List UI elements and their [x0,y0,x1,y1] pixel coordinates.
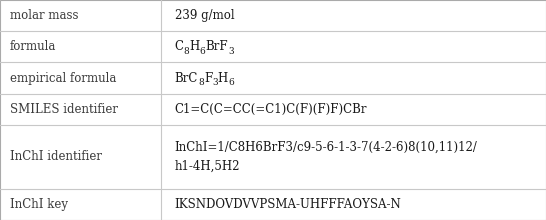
Text: molar mass: molar mass [10,9,78,22]
Text: InChI identifier: InChI identifier [10,150,102,163]
Text: 239 g/mol: 239 g/mol [175,9,234,22]
Text: 8: 8 [198,79,204,87]
Text: h1-4H,5H2: h1-4H,5H2 [175,160,240,173]
Text: 3: 3 [228,47,234,56]
Text: SMILES identifier: SMILES identifier [10,103,118,116]
Text: formula: formula [10,40,56,53]
Text: BrC: BrC [175,72,198,85]
Text: H: H [218,72,228,85]
Text: InChI key: InChI key [10,198,68,211]
Text: 3: 3 [212,79,218,87]
Text: C1=C(C=CC(=C1)C(F)(F)F)CBr: C1=C(C=CC(=C1)C(F)(F)F)CBr [175,103,367,116]
Text: 6: 6 [228,79,234,87]
Text: F: F [204,72,212,85]
Text: 8: 8 [183,47,189,56]
Text: C: C [175,40,183,53]
Text: empirical formula: empirical formula [10,72,116,85]
Text: BrF: BrF [205,40,228,53]
Text: InChI=1/C8H6BrF3/c9-5-6-1-3-7(4-2-6)8(10,11)12/: InChI=1/C8H6BrF3/c9-5-6-1-3-7(4-2-6)8(10… [175,141,478,154]
Text: H: H [189,40,200,53]
Text: 6: 6 [200,47,205,56]
Text: IKSNDOVDVVPSMA-UHFFFAOYSA-N: IKSNDOVDVVPSMA-UHFFFAOYSA-N [175,198,401,211]
